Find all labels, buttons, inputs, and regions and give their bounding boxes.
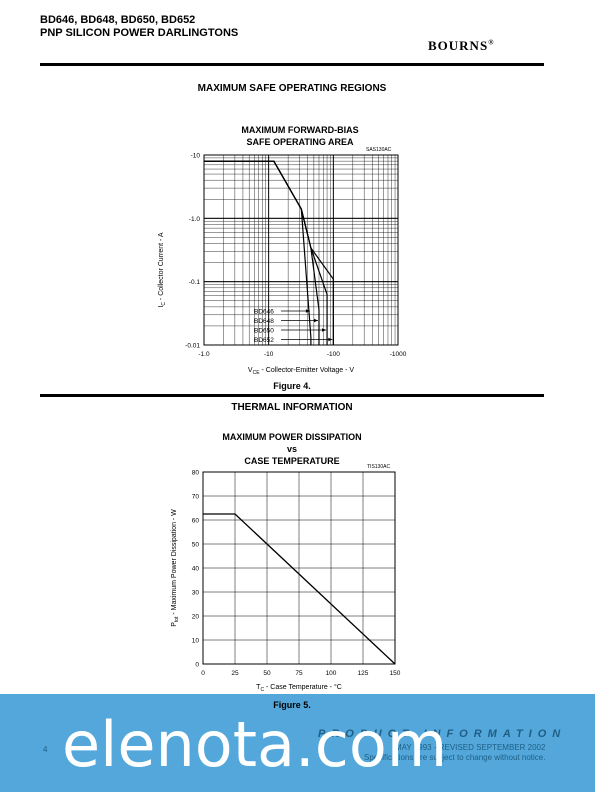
pd-y-tick-label: 0 xyxy=(195,662,199,669)
document-header: BD646, BD648, BD650, BD652 PNP SILICON P… xyxy=(40,14,238,40)
pd-y-tick-label: 60 xyxy=(192,518,200,525)
pd-chart-title: MAXIMUM POWER DISSIPATION vs CASE TEMPER… xyxy=(192,431,392,467)
spec-notice: Specifications are subject to change wit… xyxy=(364,753,546,762)
pd-y-tick-label: 30 xyxy=(192,590,200,597)
pd-title-line2: vs xyxy=(286,444,297,454)
soa-grid xyxy=(203,154,399,346)
pd-plot-frame xyxy=(202,471,396,665)
soa-chart: -1.0 -10 -100 -1000-10-1.0-0.1-0.01 BD646BD… xyxy=(158,153,407,377)
pd-x-tick-label: 125 xyxy=(358,670,369,677)
revision-date: MAY 1993 - REVISED SEPTEMBER 2002 xyxy=(395,743,546,752)
pd-y-tick-label: 80 xyxy=(192,470,200,477)
registered-mark: ® xyxy=(488,38,495,47)
mid-rule xyxy=(40,394,544,397)
soa-title-line2: SAFE OPERATING AREA xyxy=(246,137,354,147)
pd-x-tick-label: 75 xyxy=(295,670,303,677)
soa-y-tick-label: -10 xyxy=(191,153,201,160)
figure-4-caption: Figure 4. xyxy=(273,381,311,391)
section-title-soa: MAXIMUM SAFE OPERATING REGIONS xyxy=(197,83,387,94)
figure-5-caption: Figure 5. xyxy=(273,700,311,710)
soa-device-arrow xyxy=(305,309,310,313)
soa-y-axis-label: IC - Collector Current - A xyxy=(158,232,167,308)
product-type: PNP SILICON POWER DARLINGTONS xyxy=(40,27,239,39)
pd-y-tick-label: 40 xyxy=(192,566,200,573)
soa-ref-code: SAS130AC xyxy=(366,147,392,153)
soa-x-tick-label: -1.0 xyxy=(198,351,210,358)
soa-x-tick-label: -100 xyxy=(327,351,340,358)
soa-title-line1: MAXIMUM FORWARD-BIAS xyxy=(241,125,359,135)
pd-x-tick-label: 0 xyxy=(201,670,205,677)
soa-device-arrow xyxy=(322,328,327,332)
soa-y-tick-label: -1.0 xyxy=(189,216,201,223)
soa-device-label-bd652: BD652 xyxy=(254,337,274,344)
soa-y-tick-label: -0.01 xyxy=(185,343,200,350)
soa-tick-labels: -1.0 -10 -100 -1000 -10 -1.0 -0.1 -0.01 xyxy=(185,153,407,359)
page-number: 4 xyxy=(43,745,48,754)
pd-x-tick-label: 50 xyxy=(263,670,271,677)
soa-device-label-bd650: BD650 xyxy=(254,328,274,335)
header-rule xyxy=(40,63,544,66)
soa-plot-frame xyxy=(203,154,399,346)
soa-series xyxy=(204,160,334,345)
bourns-logo: BOURNS® xyxy=(428,38,494,54)
section-title-thermal: THERMAL INFORMATION xyxy=(231,402,353,413)
pd-tick-labels: 0 25 50 75 100 125 150 0 10 20 30 40 50 60 70 80 xyxy=(192,470,401,678)
pd-title-line3: CASE TEMPERATURE xyxy=(244,456,340,466)
product-information-label: PRODUCT INFORMATION xyxy=(318,728,567,740)
pd-x-axis-label: TC - Case Temperature - °C xyxy=(256,683,342,693)
pd-chart: 0 25 50 75 100 125 150 0 10 20 30 40 50 60 70 80 Ptot -… xyxy=(171,470,401,694)
soa-x-tick-label: -1000 xyxy=(390,351,407,358)
soa-y-tick-label: -0.1 xyxy=(189,279,201,286)
soa-device-label-bd648: BD648 xyxy=(254,318,274,325)
soa-line-bd652 xyxy=(204,160,334,345)
soa-device-label-bd646: BD646 xyxy=(254,309,274,316)
pd-y-tick-label: 10 xyxy=(192,638,200,645)
soa-x-axis-label: VCE - Collector-Emitter Voltage - V xyxy=(248,367,354,376)
pd-x-tick-label: 100 xyxy=(326,670,337,677)
logo-text: BOURNS xyxy=(428,38,489,53)
soa-device-arrow xyxy=(328,337,333,342)
pd-series xyxy=(203,513,396,665)
pd-ref-code: TIS130AC xyxy=(367,464,391,470)
part-numbers: BD646, BD648, BD650, BD652 xyxy=(40,14,196,26)
pd-title-line1: MAXIMUM POWER DISSIPATION xyxy=(222,432,362,442)
pd-x-tick-label: 25 xyxy=(231,670,239,677)
pd-grid xyxy=(202,471,396,665)
soa-x-tick-label: -10 xyxy=(264,351,274,358)
soa-chart-title: MAXIMUM FORWARD-BIAS SAFE OPERATING AREA xyxy=(200,124,400,148)
soa-device-labels: BD646 BD648 BD650 BD652 xyxy=(254,309,333,344)
watermark-text[interactable]: elenota.com xyxy=(62,708,448,781)
pd-derating-line xyxy=(203,513,396,665)
pd-x-tick-label: 150 xyxy=(390,670,401,677)
pd-y-tick-label: 20 xyxy=(192,614,200,621)
pd-y-axis-label: Ptot - Maximum Power Dissipation - W xyxy=(171,509,180,627)
watermark-banner xyxy=(0,694,595,792)
pd-y-tick-label: 50 xyxy=(192,542,200,549)
pd-y-tick-label: 70 xyxy=(192,494,200,501)
soa-device-arrow xyxy=(313,318,318,323)
